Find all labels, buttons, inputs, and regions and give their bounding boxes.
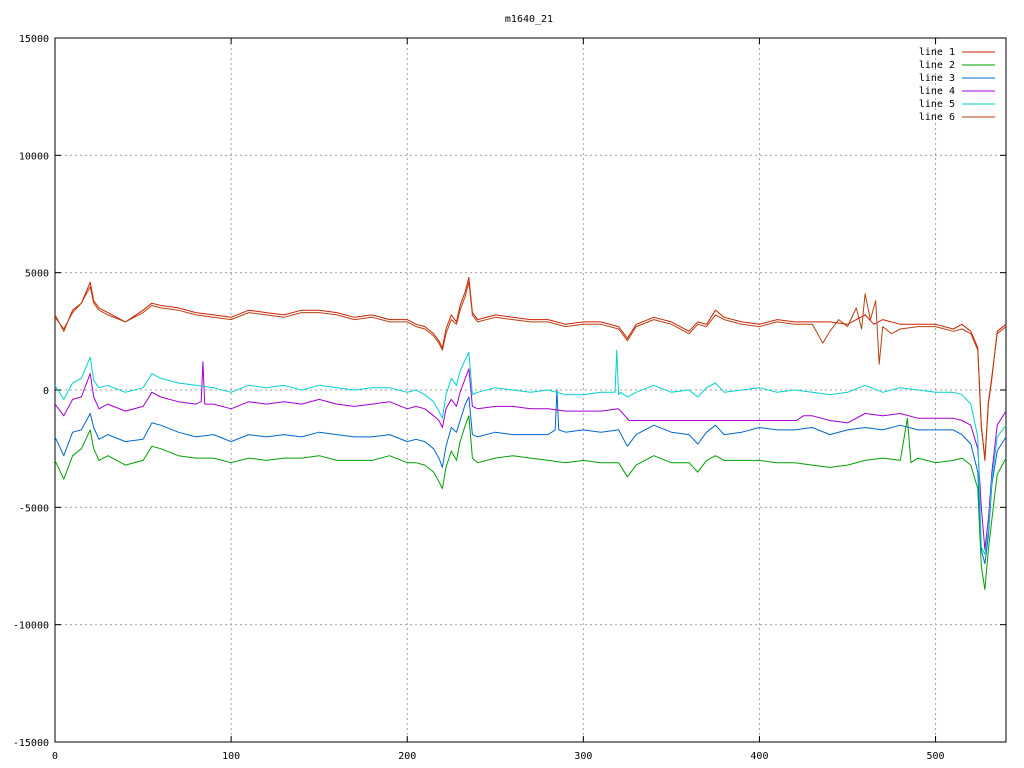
legend: line 1 line 2 line 3 line 4 line 5 line 6 bbox=[919, 47, 995, 123]
y-tick-label: 10000 bbox=[19, 151, 49, 162]
y-tick-label: -5000 bbox=[19, 503, 49, 514]
series-line-2 bbox=[54, 415, 1007, 590]
series-line-3 bbox=[54, 389, 1007, 565]
legend-label-1: line 1 bbox=[919, 47, 955, 58]
ticks: 0 100 200 300 400 500 -15000 -10000 -5000 0 5000 10… bbox=[13, 34, 1006, 762]
chart-title: m1640_21 bbox=[505, 14, 553, 25]
x-tick-label: 400 bbox=[750, 751, 768, 762]
y-tick-label: -10000 bbox=[13, 621, 49, 632]
series-line-5 bbox=[54, 349, 1007, 555]
x-tick-label: 500 bbox=[927, 751, 945, 762]
legend-label-2: line 2 bbox=[919, 60, 955, 71]
grid bbox=[55, 38, 1006, 742]
x-tick-label: 0 bbox=[52, 751, 58, 762]
legend-label-6: line 6 bbox=[919, 112, 955, 123]
x-tick-label: 300 bbox=[574, 751, 592, 762]
series-line-1 bbox=[54, 276, 1007, 461]
x-tick-label: 100 bbox=[222, 751, 240, 762]
y-tick-label: -15000 bbox=[13, 738, 49, 749]
x-tick-label: 200 bbox=[398, 751, 416, 762]
series-line-6 bbox=[54, 281, 1007, 459]
series-line-4 bbox=[54, 361, 1007, 551]
legend-label-5: line 5 bbox=[919, 99, 955, 110]
legend-label-4: line 4 bbox=[919, 86, 955, 97]
series-group bbox=[54, 276, 1007, 590]
y-tick-label: 0 bbox=[43, 386, 49, 397]
y-tick-label: 5000 bbox=[25, 269, 49, 280]
legend-label-3: line 3 bbox=[919, 73, 955, 84]
y-tick-label: 15000 bbox=[19, 34, 49, 45]
